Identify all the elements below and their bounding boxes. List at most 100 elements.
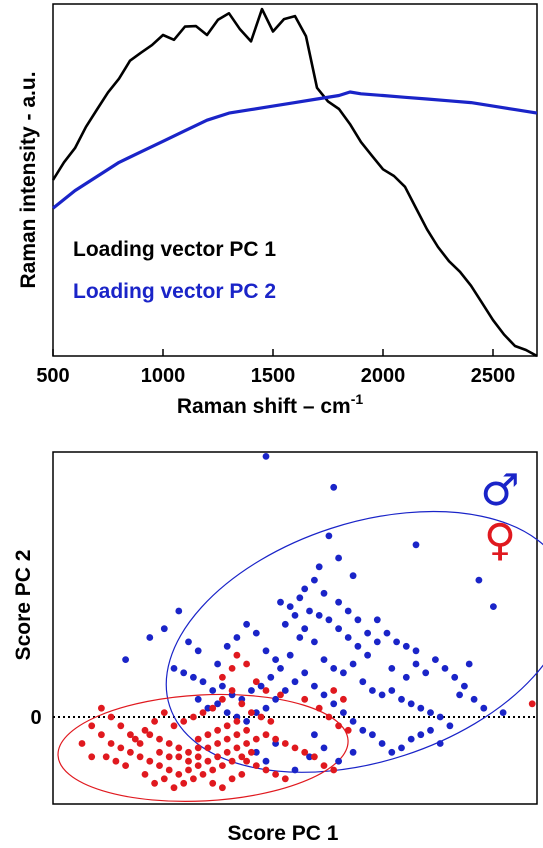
male-point-17: [349, 660, 357, 668]
scatter-points: [78, 453, 536, 792]
male-point-0: [262, 453, 270, 460]
male-point-82: [402, 642, 410, 650]
female-point-73: [243, 660, 251, 668]
female-point-85: [204, 731, 212, 739]
male-point-28: [388, 665, 396, 672]
male-point-47: [219, 682, 226, 690]
female-point-18: [262, 731, 270, 739]
top-x-tick-label-1: 1000: [141, 365, 186, 387]
male-point-16: [340, 669, 347, 677]
male-point-77: [427, 726, 434, 734]
female-point-40: [281, 775, 289, 783]
female-point-7: [156, 762, 163, 769]
female-point-6: [146, 757, 154, 765]
male-point-36: [325, 616, 333, 624]
male-point-104: [262, 647, 270, 655]
female-point-43: [190, 713, 197, 721]
female-point-76: [277, 691, 284, 699]
female-point-53: [151, 779, 159, 787]
male-point-121: [320, 744, 328, 752]
ellipse-female: [57, 693, 349, 802]
female-point-99: [98, 704, 105, 712]
top-x-axis-label: Raman shift – cm-1: [177, 391, 364, 418]
male-symbol: ♂: [480, 465, 519, 516]
female-point-87: [223, 722, 231, 730]
male-point-60: [262, 704, 270, 712]
score-scatter-chart: 0 Score PC 2 Score PC 1 ♂ ♀: [12, 451, 543, 845]
male-point-79: [373, 616, 381, 624]
male-point-61: [272, 695, 279, 703]
male-point-89: [480, 704, 488, 712]
male-point-106: [281, 620, 289, 628]
female-point-97: [117, 722, 125, 730]
male-point-49: [199, 678, 207, 686]
male-point-64: [301, 669, 309, 677]
top-x-tick-label-0: 500: [36, 365, 69, 387]
female-point-3: [117, 744, 125, 752]
female-point-38: [262, 766, 270, 774]
female-point-61: [228, 775, 236, 783]
male-point-7: [315, 563, 323, 571]
male-point-76: [417, 731, 425, 739]
female-point-94: [156, 748, 163, 756]
male-point-12: [301, 625, 309, 633]
male-point-103: [252, 629, 260, 637]
male-point-5: [325, 532, 333, 540]
male-point-3: [490, 603, 497, 610]
female-point-71: [228, 665, 236, 672]
female-point-20: [281, 740, 289, 747]
female-point-72: [233, 651, 241, 659]
male-point-48: [209, 687, 217, 694]
male-point-32: [364, 651, 371, 659]
male-point-117: [262, 757, 270, 765]
male-point-52: [170, 665, 178, 672]
female-point-24: [320, 762, 328, 769]
male-point-22: [398, 695, 405, 703]
top-series-lines: [51, 7, 538, 358]
male-point-19: [369, 687, 376, 694]
male-point-119: [291, 766, 299, 774]
female-point-17: [252, 735, 260, 743]
male-point-24: [417, 704, 425, 712]
female-point-106: [238, 753, 246, 761]
female-point-57: [190, 775, 197, 783]
top-y-axis-label: Raman intensity - a.u.: [17, 71, 40, 288]
female-point-47: [228, 687, 236, 694]
male-point-13: [311, 638, 318, 646]
female-point-45: [209, 704, 217, 712]
male-point-95: [160, 625, 168, 633]
bottom-y-tick-zero: 0: [30, 707, 41, 729]
female-point-48: [238, 700, 246, 708]
male-point-25: [427, 709, 434, 716]
female-point-33: [214, 740, 222, 747]
female-point-83: [330, 687, 338, 694]
male-point-50: [190, 673, 197, 681]
female-point-70: [219, 673, 226, 681]
female-point-92: [194, 744, 202, 752]
female-point-67: [141, 726, 149, 734]
male-point-37: [315, 612, 323, 619]
male-point-80: [383, 629, 391, 637]
female-point-49: [248, 709, 255, 716]
female-point-68: [151, 718, 159, 725]
female-point-54: [160, 775, 168, 783]
male-point-116: [252, 748, 260, 756]
female-point-12: [204, 757, 212, 765]
female-point-0: [88, 722, 96, 730]
female-point-64: [112, 757, 120, 765]
female-point-44: [199, 709, 207, 716]
male-point-9: [349, 572, 357, 580]
female-point-95: [136, 740, 144, 747]
male-point-85: [441, 665, 449, 672]
female-point-86: [214, 726, 222, 734]
male-point-34: [344, 634, 352, 641]
male-point-120: [306, 753, 313, 761]
female-point-81: [344, 726, 352, 734]
male-point-58: [243, 718, 251, 725]
female-point-36: [243, 757, 251, 765]
female-point-102: [528, 700, 536, 708]
male-point-66: [320, 691, 328, 699]
male-point-110: [320, 589, 328, 597]
male-point-67: [330, 700, 338, 708]
female-point-103: [209, 766, 217, 774]
